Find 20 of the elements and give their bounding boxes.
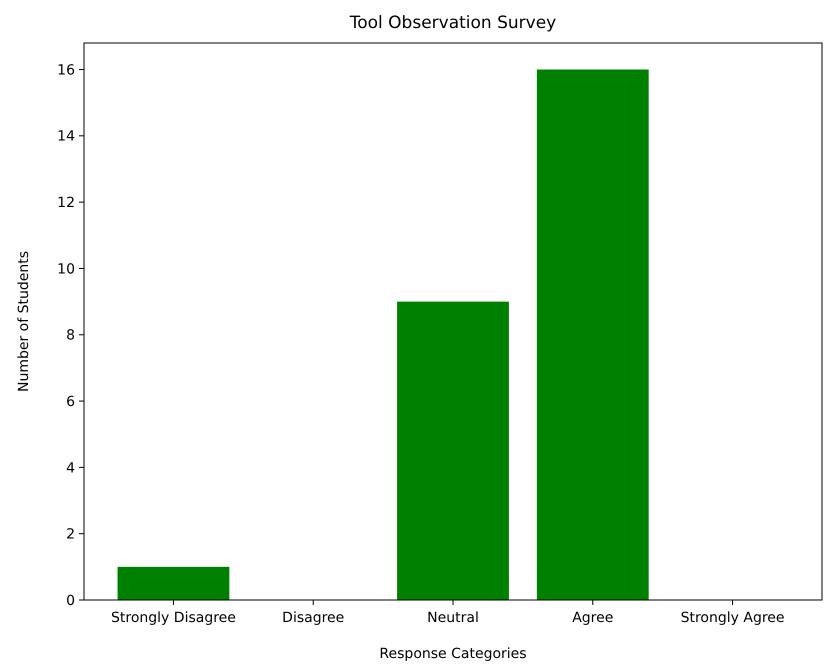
y-tick-label: 8 (66, 328, 75, 344)
x-tick-label: Agree (572, 610, 614, 626)
bar (118, 566, 230, 600)
x-tick-label: Disagree (282, 610, 344, 626)
y-tick-label: 14 (57, 128, 76, 145)
y-tick-label: 2 (66, 526, 75, 543)
chart-title: Tool Observation Survey (348, 13, 556, 33)
y-tick-label: 12 (57, 195, 75, 212)
y-axis-title: Number of Students (16, 250, 32, 392)
x-tick-label: Neutral (427, 610, 479, 626)
x-tick-label: Strongly Agree (680, 610, 785, 626)
y-tick-label: 0 (66, 592, 75, 609)
x-axis-title: Response Categories (379, 646, 527, 662)
x-tick-label: Strongly Disagree (111, 610, 236, 626)
bar (536, 70, 649, 600)
bar (397, 302, 509, 600)
y-tick-label: 6 (66, 394, 76, 410)
y-tick-label: 4 (66, 460, 76, 476)
y-tick-label: 16 (57, 62, 76, 78)
y-tick-label: 10 (57, 261, 75, 278)
